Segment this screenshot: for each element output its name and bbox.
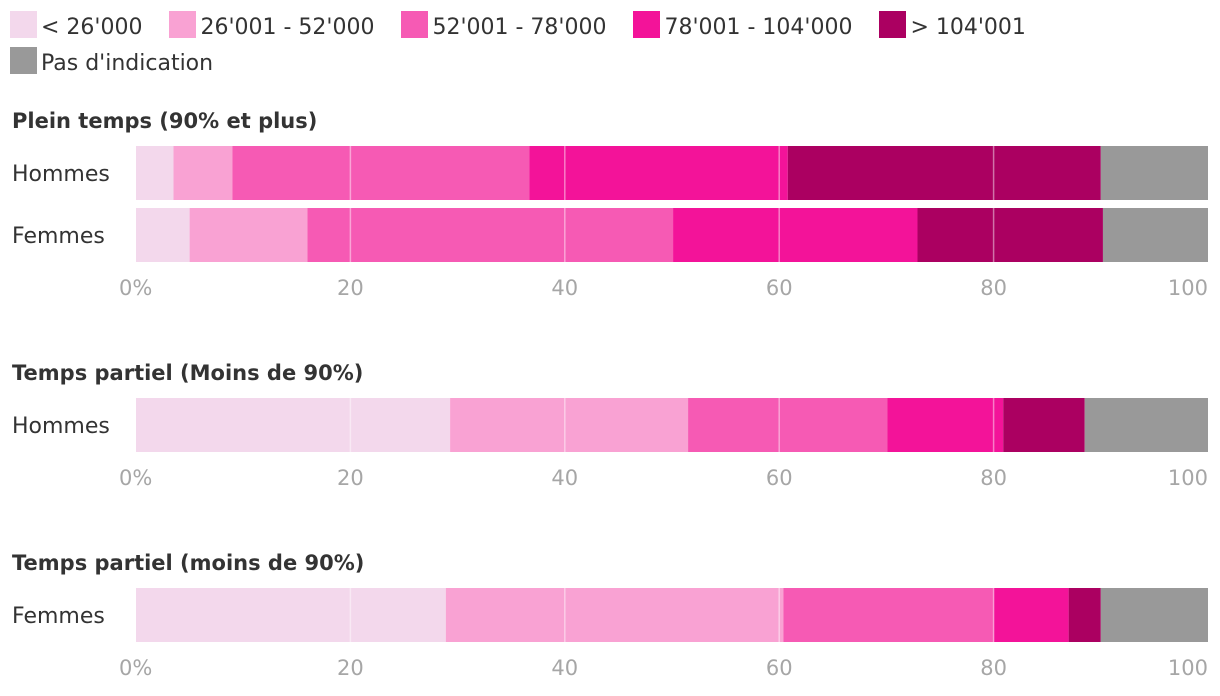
x-tick-label: 0% [119, 466, 152, 490]
x-tick-label: 40 [551, 656, 578, 680]
legend-label: 26'001 - 52'000 [200, 15, 375, 40]
x-tick-label: 60 [766, 656, 793, 680]
bar-segment[interactable] [1100, 588, 1208, 642]
bar-segment[interactable] [917, 208, 1103, 262]
chart-title: Temps partiel (Moins de 90%) [12, 361, 363, 385]
chart-title: Temps partiel (moins de 90%) [12, 551, 364, 575]
bar-segment[interactable] [1102, 208, 1208, 262]
legend-swatch [401, 11, 429, 38]
category-label: Hommes [12, 162, 110, 187]
x-tick-label: 20 [337, 276, 364, 300]
x-tick-label: 60 [766, 466, 793, 490]
legend-item[interactable]: 26'001 - 52'000 [169, 10, 374, 46]
x-tick-label: 20 [337, 466, 364, 490]
chart-title: Plein temps (90% et plus) [12, 109, 317, 133]
bar-segment[interactable] [136, 398, 451, 452]
bar-segment[interactable] [136, 146, 174, 200]
bar-segment[interactable] [136, 588, 446, 642]
x-tick-label: 40 [551, 466, 578, 490]
x-tick-label: 40 [551, 276, 578, 300]
bar-segment[interactable] [307, 208, 674, 262]
legend-swatch [633, 11, 661, 38]
legend-label: 52'001 - 78'000 [432, 15, 607, 40]
x-tick-label: 100 [1168, 276, 1208, 300]
legend-label: Pas d'indication [41, 51, 214, 76]
legend-swatch [879, 11, 907, 38]
bar-segment[interactable] [1100, 146, 1208, 200]
legend-label: < 26'000 [41, 15, 143, 40]
bar-segment[interactable] [887, 398, 1004, 452]
legend: < 26'000 26'001 - 52'000 52'001 - 78'000… [10, 10, 1110, 82]
bar-segment[interactable] [173, 146, 233, 200]
legend-swatch [10, 47, 37, 74]
legend-item[interactable]: > 104'001 [879, 10, 1026, 46]
bar-segment[interactable] [783, 588, 994, 642]
legend-item[interactable]: 78'001 - 104'000 [633, 10, 852, 46]
bar-segment[interactable] [232, 146, 530, 200]
bar-segment[interactable] [189, 208, 308, 262]
bar-segment[interactable] [1068, 588, 1101, 642]
bar-segment[interactable] [787, 146, 1101, 200]
bar-segment[interactable] [993, 588, 1069, 642]
category-label: Femmes [12, 224, 105, 249]
legend-label: > 104'001 [910, 15, 1026, 40]
x-tick-label: 100 [1168, 466, 1208, 490]
legend-item[interactable]: 52'001 - 78'000 [401, 10, 606, 46]
x-tick-label: 100 [1168, 656, 1208, 680]
x-tick-label: 80 [980, 276, 1007, 300]
x-tick-label: 0% [119, 276, 152, 300]
legend-label: 78'001 - 104'000 [664, 15, 853, 40]
bar-segment[interactable] [450, 398, 689, 452]
bar-segment[interactable] [688, 398, 888, 452]
x-tick-label: 0% [119, 656, 152, 680]
legend-item[interactable]: Pas d'indication [10, 46, 213, 82]
bar-segment[interactable] [673, 208, 918, 262]
x-tick-label: 80 [980, 466, 1007, 490]
category-label: Femmes [12, 604, 105, 629]
bar-segment[interactable] [136, 208, 190, 262]
bar-segment[interactable] [529, 146, 788, 200]
x-tick-label: 20 [337, 656, 364, 680]
legend-item[interactable]: < 26'000 [10, 10, 142, 46]
legend-swatch [169, 11, 197, 38]
legend-swatch [10, 11, 37, 38]
x-tick-label: 80 [980, 656, 1007, 680]
bar-segment[interactable] [1003, 398, 1085, 452]
bar-segment[interactable] [445, 588, 784, 642]
x-tick-label: 60 [766, 276, 793, 300]
category-label: Hommes [12, 414, 110, 439]
bar-segment[interactable] [1084, 398, 1208, 452]
